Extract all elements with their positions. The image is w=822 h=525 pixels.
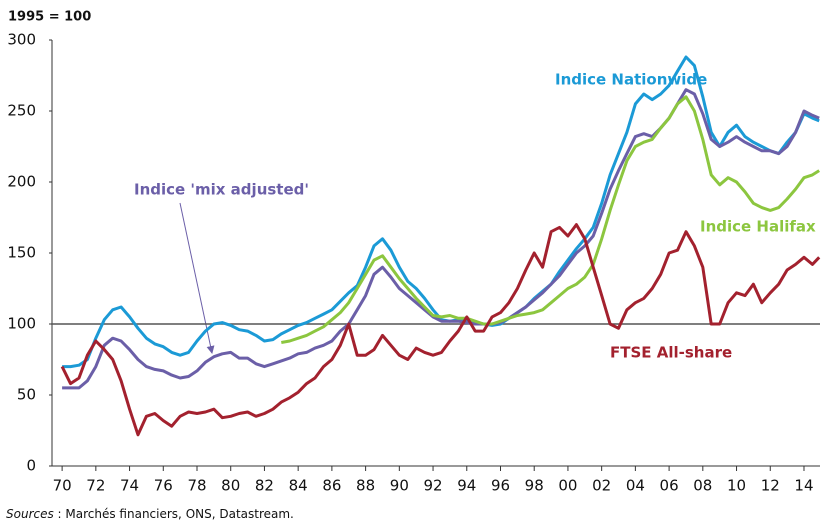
series-line [60, 223, 821, 437]
x-tick-label: 88 [356, 477, 375, 495]
y-tick-label: 0 [26, 457, 36, 475]
series-line [281, 95, 821, 344]
x-tick-label: 72 [86, 477, 105, 495]
x-tick-label: 00 [558, 477, 577, 495]
series-line [62, 88, 820, 390]
chart-title: 1995 = 100 [8, 10, 91, 25]
source-prefix: Sources [6, 507, 54, 521]
x-tick-label: 86 [322, 477, 341, 495]
x-tick-label: 06 [660, 477, 679, 495]
x-tick-label: 92 [424, 477, 443, 495]
x-tick-label: 14 [794, 477, 813, 495]
y-tick-label: 250 [7, 102, 36, 120]
y-tick-label: 200 [7, 173, 36, 191]
x-tick-label: 02 [592, 477, 611, 495]
x-tick-label: 78 [187, 477, 206, 495]
x-tick-label: 74 [120, 477, 139, 495]
x-tick-label: 98 [525, 477, 544, 495]
series-label: Indice Halifax [700, 218, 816, 236]
y-tick-label: 300 [7, 31, 36, 49]
series-label: Indice Nationwide [555, 71, 707, 89]
x-tick-label: 82 [255, 477, 274, 495]
annotation-arrow [179, 202, 215, 354]
y-tick-label: 150 [7, 244, 36, 262]
x-tick-label: 08 [693, 477, 712, 495]
series-label: Indice 'mix adjusted' [134, 181, 309, 199]
source-text: : Marchés financiers, ONS, Datastream. [54, 507, 294, 521]
y-tick-label: 50 [17, 386, 36, 404]
x-tick-label: 90 [390, 477, 409, 495]
x-tick-label: 04 [626, 477, 645, 495]
y-tick-label: 100 [7, 315, 36, 333]
x-tick-label: 70 [53, 477, 72, 495]
x-tick-label: 80 [221, 477, 240, 495]
x-tick-label: 96 [491, 477, 510, 495]
x-tick-label: 84 [289, 477, 308, 495]
x-tick-label: 10 [727, 477, 746, 495]
x-tick-label: 76 [154, 477, 173, 495]
source: Sources : Marchés financiers, ONS, Datas… [6, 507, 294, 521]
series-label: FTSE All-share [610, 344, 732, 362]
x-tick-label: 94 [457, 477, 476, 495]
x-tick-label: 12 [761, 477, 780, 495]
